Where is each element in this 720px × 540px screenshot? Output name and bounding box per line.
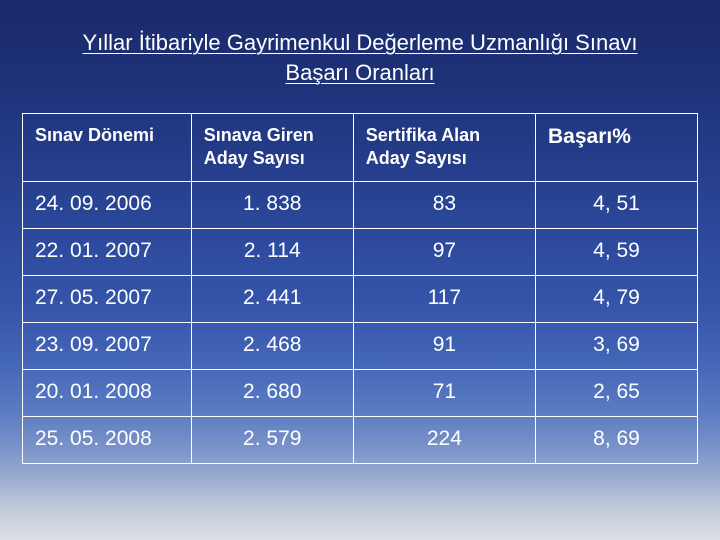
cell-success-rate: 8, 69	[536, 417, 698, 464]
cell-success-rate: 2, 65	[536, 370, 698, 417]
table-header-row: Sınav Dönemi Sınava Giren Aday Sayısı Se…	[23, 114, 698, 182]
cell-certified: 117	[353, 276, 535, 323]
cell-candidates: 2. 441	[191, 276, 353, 323]
cell-candidates: 2. 468	[191, 323, 353, 370]
col-header-exam-period: Sınav Dönemi	[23, 114, 192, 182]
table-row: 27. 05. 2007 2. 441 117 4, 79	[23, 276, 698, 323]
col-header-success-rate: Başarı%	[536, 114, 698, 182]
cell-candidates: 2. 114	[191, 229, 353, 276]
cell-success-rate: 4, 51	[536, 182, 698, 229]
cell-exam-period: 23. 09. 2007	[23, 323, 192, 370]
cell-certified: 91	[353, 323, 535, 370]
cell-certified: 224	[353, 417, 535, 464]
title-line-1: Yıllar İtibariyle Gayrimenkul Değerleme …	[82, 30, 637, 55]
cell-success-rate: 3, 69	[536, 323, 698, 370]
table-row: 22. 01. 2007 2. 114 97 4, 59	[23, 229, 698, 276]
cell-candidates: 2. 579	[191, 417, 353, 464]
cell-certified: 97	[353, 229, 535, 276]
cell-exam-period: 22. 01. 2007	[23, 229, 192, 276]
cell-candidates: 1. 838	[191, 182, 353, 229]
results-table: Sınav Dönemi Sınava Giren Aday Sayısı Se…	[22, 113, 698, 464]
cell-certified: 71	[353, 370, 535, 417]
cell-exam-period: 20. 01. 2008	[23, 370, 192, 417]
col-header-certified: Sertifika Alan Aday Sayısı	[353, 114, 535, 182]
cell-exam-period: 27. 05. 2007	[23, 276, 192, 323]
col-header-candidates: Sınava Giren Aday Sayısı	[191, 114, 353, 182]
cell-success-rate: 4, 79	[536, 276, 698, 323]
table-row: 23. 09. 2007 2. 468 91 3, 69	[23, 323, 698, 370]
table-row: 25. 05. 2008 2. 579 224 8, 69	[23, 417, 698, 464]
title-line-2: Başarı Oranları	[285, 60, 434, 85]
page-title: Yıllar İtibariyle Gayrimenkul Değerleme …	[0, 0, 720, 95]
results-table-wrap: Sınav Dönemi Sınava Giren Aday Sayısı Se…	[0, 95, 720, 464]
cell-exam-period: 25. 05. 2008	[23, 417, 192, 464]
cell-candidates: 2. 680	[191, 370, 353, 417]
cell-certified: 83	[353, 182, 535, 229]
cell-exam-period: 24. 09. 2006	[23, 182, 192, 229]
cell-success-rate: 4, 59	[536, 229, 698, 276]
table-row: 20. 01. 2008 2. 680 71 2, 65	[23, 370, 698, 417]
table-row: 24. 09. 2006 1. 838 83 4, 51	[23, 182, 698, 229]
